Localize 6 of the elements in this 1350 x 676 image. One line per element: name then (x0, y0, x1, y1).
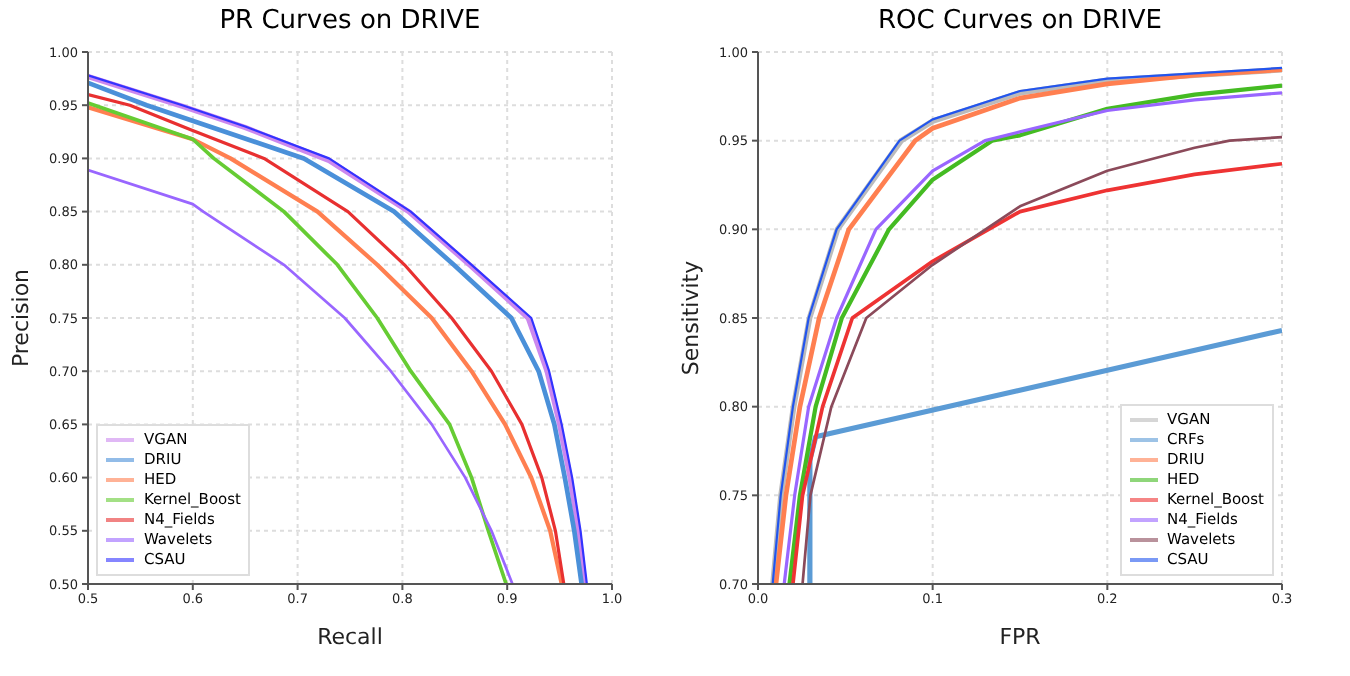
y-axis-title: Sensitivity (677, 259, 704, 376)
x-axis-title: FPR (999, 624, 1042, 650)
y-axis-title: Precision (7, 268, 34, 368)
x-axis-title: Recall (317, 624, 383, 650)
chart-title: PR Curves on DRIVE (217, 4, 483, 40)
chart-title: ROC Curves on DRIVE (875, 4, 1165, 40)
